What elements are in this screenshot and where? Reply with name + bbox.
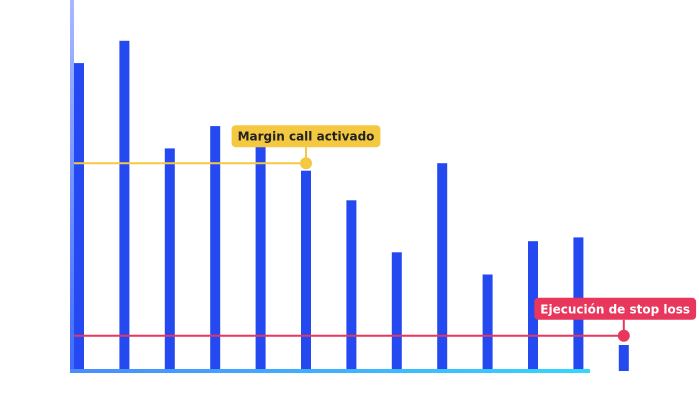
bar-8 [391, 252, 402, 371]
bar-13 [618, 345, 629, 371]
annotation-label-1: Ejecución de stop loss [540, 302, 690, 316]
bars-group [74, 40, 629, 372]
bar-6 [301, 170, 311, 371]
bar-10 [482, 274, 493, 371]
annotation-box-0 [231, 125, 381, 148]
bar-3 [164, 148, 175, 371]
annotation-dot-1 [617, 329, 630, 342]
bar-7 [346, 200, 357, 371]
bar-9 [437, 163, 448, 371]
annotation-label-0: Margin call activado [238, 130, 375, 144]
annotation-dot-0 [300, 157, 312, 170]
bar-2 [119, 40, 130, 372]
bar-1 [74, 63, 84, 371]
annotations-group: Margin call activado Ejecución de stop lo… [74, 125, 697, 342]
bar-4 [210, 126, 221, 371]
y-axis [70, 0, 74, 373]
x-axis [70, 369, 590, 373]
annotation-box-1 [534, 297, 697, 320]
bar-5 [255, 144, 266, 371]
bar-11 [528, 241, 538, 371]
